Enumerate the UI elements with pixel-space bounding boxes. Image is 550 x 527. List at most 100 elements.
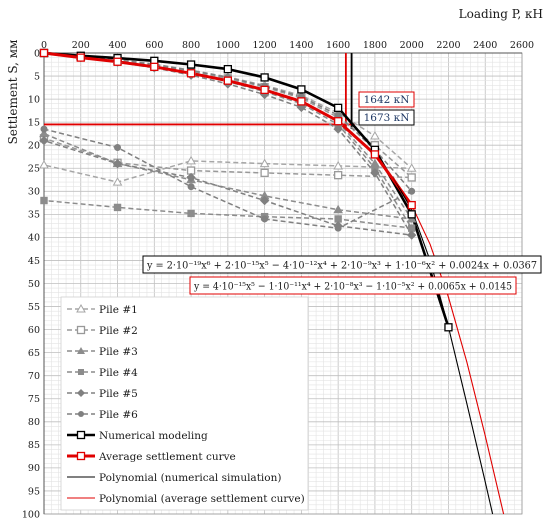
series-point-1: [406, 163, 417, 172]
series-point-8: [260, 85, 269, 95]
legend-label: Pile #5: [99, 388, 138, 400]
series-point-5: [112, 158, 123, 169]
series-point-3: [333, 204, 344, 214]
legend-label: Pile #3: [99, 346, 138, 358]
y-tick-label: 10: [28, 94, 40, 105]
series-point-7: [444, 323, 453, 332]
y-tick-label: 25: [28, 164, 40, 175]
series-point-1: [39, 160, 49, 169]
y-tick-label: 75: [28, 394, 40, 405]
y-tick-label: 35: [28, 210, 40, 221]
y-tick-label: 15: [28, 117, 40, 128]
y-axis-title: Settlement S, мм: [6, 40, 20, 145]
reference-label-box: [358, 109, 415, 126]
series-point-1: [112, 177, 123, 186]
x-tick-label: 2000: [400, 40, 424, 51]
series-point-1: [259, 158, 270, 168]
series-point-8: [223, 76, 232, 85]
y-tick-label: 20: [28, 141, 40, 152]
series-point-1: [333, 160, 344, 170]
series-point-5: [406, 230, 417, 240]
series-point-5: [186, 172, 196, 183]
legend-label: Pile #2: [99, 325, 138, 337]
legend-label: Polynomial (average settlement curve): [99, 493, 305, 505]
series-point-4: [113, 203, 122, 212]
y-tick-label: 80: [28, 417, 40, 428]
legend-label: Average settlement curve: [98, 451, 236, 463]
series-point-6: [187, 183, 195, 191]
x-tick-label: 200: [72, 40, 90, 51]
x-tick-label: 1400: [289, 40, 313, 51]
series-point-1: [186, 155, 196, 165]
y-tick-label: 45: [28, 256, 40, 267]
annotations: 1642 кN 1673 кN y = 2·10⁻¹⁹x⁶ + 2·10⁻¹⁵x⁵ …: [142, 91, 542, 295]
series-point-6: [334, 224, 342, 232]
legend-marker: [76, 325, 86, 335]
equation-label: y = 4·10⁻¹⁵x⁵ − 1·10⁻¹¹x⁴ + 2·10⁻⁸x³ − 1…: [193, 281, 512, 293]
x-tick-label: 1800: [363, 40, 387, 51]
legend-marker: [76, 303, 86, 313]
legend-label: Pile #1: [99, 304, 138, 316]
series-point-7: [260, 73, 269, 82]
x-tick-label: 1000: [216, 40, 240, 51]
series-point-7: [334, 103, 343, 113]
series-point-1: [370, 130, 380, 140]
x-tick-label: 2600: [510, 40, 534, 51]
series-point-5: [370, 168, 380, 178]
y-tick-label: 95: [28, 486, 40, 497]
series-point-7: [223, 64, 232, 74]
series-point-8: [297, 97, 306, 106]
y-tick-label: 60: [28, 325, 40, 336]
series-point-7: [186, 60, 196, 69]
y-tick-label: 5: [34, 71, 40, 82]
y-tick-label: 100: [22, 509, 40, 520]
legend-label: Pile #6: [99, 409, 138, 421]
legend: Pile #1 Pile #2 Pile #3 Pile #4 Pile #5 Pile …: [60, 296, 309, 511]
series-point-6: [40, 125, 48, 133]
legend-marker: [78, 411, 84, 417]
legend-marker: [76, 451, 86, 461]
equation-label: y = 2·10⁻¹⁹x⁶ + 2·10⁻¹⁵x⁵ − 4·10⁻¹²x⁴ + …: [146, 260, 537, 272]
series-point-8: [370, 150, 380, 159]
legend-label: Polynomial (numerical simulation): [99, 472, 281, 484]
x-tick-label: 600: [145, 40, 163, 51]
series-point-8: [186, 69, 196, 78]
reference-label: 1642 кN: [364, 94, 410, 106]
y-tick-label: 70: [28, 371, 40, 382]
axes: 0 200 400 600 800 1000 1200 1400 1600 1800 2000 220…: [22, 40, 534, 520]
y-tick-label: 50: [28, 279, 40, 290]
markers: [39, 47, 453, 332]
series-point-7: [297, 85, 306, 94]
x-tick-label: 2200: [436, 40, 460, 51]
legend-box: [60, 296, 309, 511]
equation-box: [142, 255, 542, 274]
series-point-5: [39, 135, 49, 146]
x-tick-label: 800: [182, 40, 200, 51]
x-axis-title: Loading P, кН: [459, 7, 543, 21]
reference-label: 1673 кN: [364, 112, 410, 124]
series-point-8: [113, 57, 122, 66]
y-tick-label: 65: [28, 348, 40, 359]
series-point-2: [407, 173, 416, 182]
y-tick-label: 90: [28, 463, 40, 474]
series-point-2: [260, 168, 269, 178]
x-tick-label: 0: [41, 40, 47, 51]
series-point-4: [40, 196, 48, 205]
legend-marker: [77, 389, 85, 397]
series-point-5: [333, 124, 343, 134]
legend-label: Numerical modeling: [99, 430, 208, 442]
legend-marker: [77, 347, 85, 354]
series-point-6: [408, 187, 416, 195]
legend-marker: [76, 430, 86, 440]
y-tick-label: 30: [28, 187, 40, 198]
series-line-6: [43, 52, 413, 229]
y-tick-label: 40: [28, 233, 40, 244]
series-point-8: [407, 200, 416, 210]
series-point-4: [187, 209, 195, 218]
series-point-8: [39, 48, 49, 58]
x-tick-label: 2400: [473, 40, 497, 51]
series-point-8: [76, 53, 85, 62]
equation-box: [189, 276, 517, 295]
legend-label: Pile #4: [99, 367, 138, 379]
